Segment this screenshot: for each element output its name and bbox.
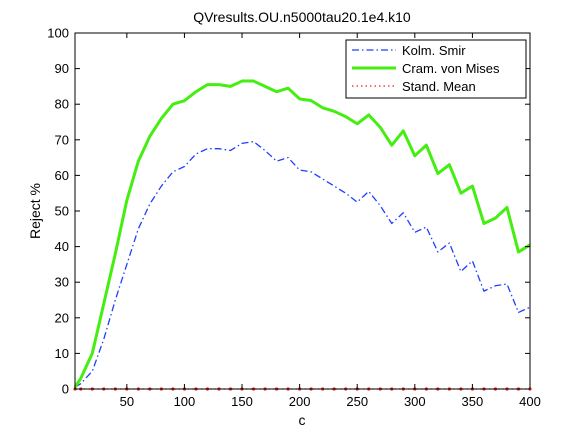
y-tick-label: 0 <box>62 382 69 397</box>
x-tick-label: 350 <box>462 394 484 409</box>
x-tick-label: 400 <box>519 394 541 409</box>
y-tick-label: 40 <box>55 239 69 254</box>
series-line-2 <box>73 79 531 389</box>
x-tick-label: 250 <box>346 394 368 409</box>
series-line-1 <box>74 140 531 388</box>
y-tick-label: 10 <box>55 346 69 361</box>
x-tick-label: 150 <box>231 394 253 409</box>
legend-label: Kolm. Smir <box>402 43 466 58</box>
legend: Kolm. Smir Cram. von Mises Stand. Mean <box>345 39 527 99</box>
x-tick-label: 100 <box>174 394 196 409</box>
plot-frame <box>74 32 531 390</box>
y-tick-label: 90 <box>55 61 69 76</box>
y-tick-label: 100 <box>47 26 69 41</box>
y-tick-label: 50 <box>55 204 69 219</box>
x-axis-label: c <box>299 412 306 428</box>
ticks-layer: 50 100 150 200 250 300 350 400 0 10 20 30 40 50 60 70 80… <box>47 26 541 410</box>
y-tick-label: 30 <box>55 275 69 290</box>
y-tick-label: 80 <box>55 97 69 112</box>
y-tick-label: 60 <box>55 168 69 183</box>
y-tick-label: 70 <box>55 132 69 147</box>
legend-items: Kolm. Smir Cram. von Mises Stand. Mean <box>352 43 500 94</box>
y-axis-label: Reject % <box>27 183 43 239</box>
chart-title: QVresults.OU.n5000tau20.1e4.k10 <box>193 9 411 25</box>
x-tick-label: 50 <box>120 394 134 409</box>
y-tick-label: 20 <box>55 310 69 325</box>
x-tick-label: 200 <box>289 394 311 409</box>
legend-label: Stand. Mean <box>402 79 476 94</box>
x-tick-label: 300 <box>404 394 426 409</box>
legend-label: Cram. von Mises <box>402 61 500 76</box>
